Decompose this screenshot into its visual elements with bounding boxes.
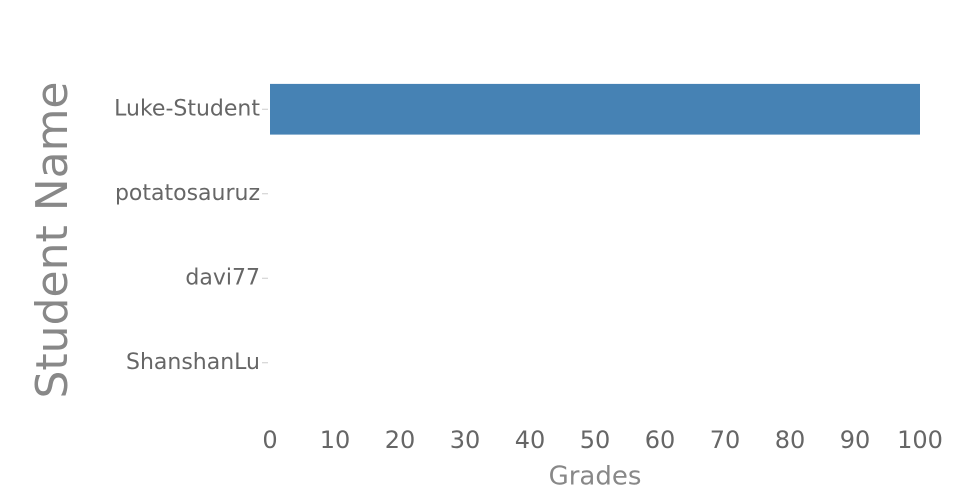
y-tick-label: ShanshanLu [126, 350, 260, 375]
x-tick-label: 80 [775, 426, 806, 454]
x-tick-label: 90 [840, 426, 871, 454]
y-tick-label: davi77 [185, 265, 260, 290]
x-tick-label: 60 [645, 426, 676, 454]
x-axis-label: Grades [549, 462, 642, 492]
x-tick-label: 100 [897, 426, 943, 454]
y-axis-label: Student Name [27, 81, 78, 398]
x-tick-label: 0 [262, 426, 277, 454]
y-tick-label: Luke-Student [114, 96, 260, 121]
x-tick-label: 30 [450, 426, 481, 454]
bar [270, 83, 920, 135]
x-tick-label: 40 [515, 426, 546, 454]
x-tick-label: 50 [580, 426, 611, 454]
x-tick-label: 70 [710, 426, 741, 454]
x-tick-label: 20 [385, 426, 416, 454]
y-tick-label: potatosauruz [115, 181, 260, 206]
x-tick-label: 10 [320, 426, 351, 454]
